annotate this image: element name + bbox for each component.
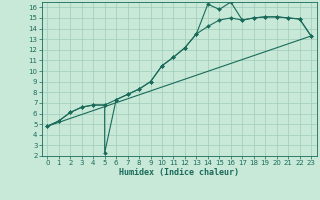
X-axis label: Humidex (Indice chaleur): Humidex (Indice chaleur)	[119, 168, 239, 177]
